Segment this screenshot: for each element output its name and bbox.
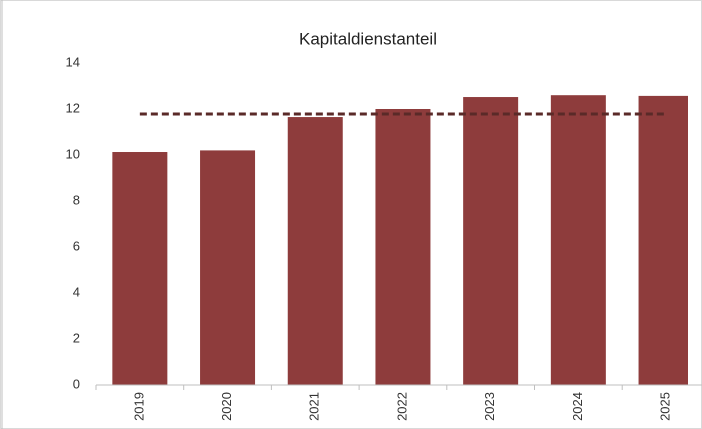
x-tick-label: 2024 [570,392,585,421]
chart-title: Kapitaldienstanteil [299,29,437,48]
y-tick-label: 2 [73,330,80,345]
y-tick-label: 6 [73,238,80,253]
x-tick-label: 2020 [219,392,234,421]
x-tick-label: 2021 [307,392,322,421]
x-tick-label: 2023 [482,392,497,421]
y-tick-label: 8 [73,192,80,207]
x-tick-label: 2019 [131,392,146,421]
y-tick-label: 10 [66,146,80,161]
bar [638,95,688,385]
y-tick-label: 14 [66,54,80,69]
bar [287,117,343,386]
bar [112,152,168,385]
y-tick-label: 12 [66,100,80,115]
bar [463,97,519,385]
y-tick-label: 4 [73,284,80,299]
plot-area [112,95,688,386]
bar [200,150,256,385]
bar [550,95,606,385]
y-tick-label: 0 [73,376,80,391]
bar [375,109,431,385]
x-tick-label: 2025 [657,392,672,421]
x-tick-label: 2022 [394,392,409,421]
